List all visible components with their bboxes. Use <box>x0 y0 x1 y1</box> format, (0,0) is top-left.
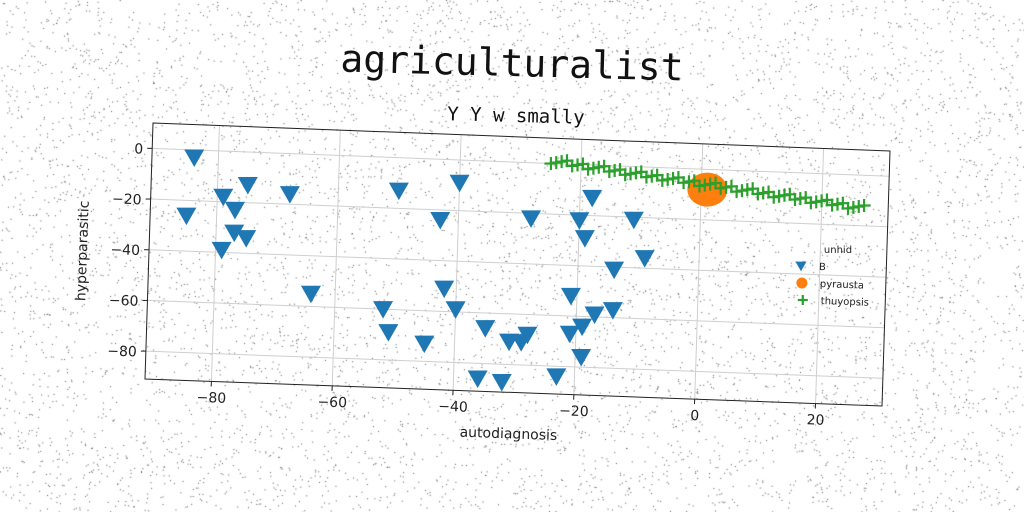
data-point-b <box>224 201 245 220</box>
x-tick-label: −40 <box>438 399 468 416</box>
x-tick-label: −60 <box>317 394 347 411</box>
y-grid-line <box>147 299 885 329</box>
y-grid-line <box>145 350 883 379</box>
data-point-b <box>559 325 580 344</box>
x-grid-line <box>331 130 341 386</box>
data-point-b <box>414 335 435 354</box>
y-tick-label: −60 <box>109 293 139 310</box>
x-grid-line <box>452 134 462 391</box>
data-point-b <box>604 261 625 280</box>
plot-area: −80 −60 −40 −20 0 20 0 −20 −40 −60 −80 <box>107 122 891 429</box>
data-point-b <box>623 211 644 230</box>
x-axis-label: autodiagnosis <box>459 425 557 444</box>
legend-label: B <box>819 262 826 273</box>
x-tick-label: −20 <box>559 403 589 420</box>
data-point-b <box>237 176 258 195</box>
x-grid-line <box>210 125 220 382</box>
legend-label: thuyopsis <box>821 296 870 309</box>
data-point-b <box>430 212 451 230</box>
data-point-b <box>449 174 470 193</box>
data-point-b <box>213 188 234 207</box>
data-point-b <box>224 224 245 243</box>
y-tick-label: −40 <box>110 242 140 259</box>
y-tick-label: −80 <box>107 343 137 360</box>
y-axis-label: hyperparasitic <box>73 200 92 301</box>
tick-labels: −80 −60 −40 −20 0 20 0 −20 −40 −60 −80 <box>107 141 825 428</box>
legend-marker-pyrausta <box>796 277 808 289</box>
x-grid-line <box>815 148 825 404</box>
data-point-b <box>582 189 603 208</box>
data-point-b <box>572 318 593 337</box>
data-marks <box>176 149 871 392</box>
y-tick-label: −20 <box>112 191 142 208</box>
data-point-b <box>378 324 399 342</box>
data-point-b <box>475 320 496 338</box>
data-point-b <box>560 287 581 306</box>
y-grid-line <box>152 147 890 177</box>
data-point-b <box>602 302 623 320</box>
data-point-thuyopsis <box>857 199 871 213</box>
data-point-b <box>569 212 590 230</box>
data-point-b <box>584 306 605 324</box>
data-point-b <box>491 373 512 392</box>
data-point-b <box>634 250 655 268</box>
x-tick-label: 20 <box>806 412 824 429</box>
data-point-b <box>546 368 567 386</box>
data-point-b <box>388 182 409 201</box>
data-point-b <box>445 301 466 319</box>
grid-lines <box>145 125 890 404</box>
data-point-b <box>373 301 394 319</box>
data-point-b <box>184 149 205 168</box>
chart-subtitle: Y Y w smally <box>447 103 585 129</box>
x-tick-label: −80 <box>196 390 226 407</box>
legend-marker-b <box>795 261 807 272</box>
y-tick-label: 0 <box>134 141 143 157</box>
legend-marker-thuyopsis <box>797 295 808 305</box>
data-point-b <box>176 207 197 226</box>
data-point-b <box>574 230 595 248</box>
legend-title: unhid <box>824 245 852 256</box>
chart-title: agriculturalist <box>340 37 684 90</box>
data-point-b <box>300 285 321 304</box>
legend-label: pyrausta <box>820 279 864 292</box>
data-point-b <box>571 349 592 367</box>
y-grid-line <box>150 198 888 228</box>
data-point-b <box>521 210 542 228</box>
data-point-b <box>236 230 257 248</box>
y-grid-line <box>149 249 887 278</box>
data-point-b <box>517 326 538 345</box>
x-tick-label: 0 <box>690 408 699 424</box>
axes-frame <box>144 122 891 407</box>
data-point-b <box>211 241 232 260</box>
data-point-b <box>467 370 488 389</box>
data-point-b <box>279 186 300 204</box>
data-point-b <box>434 280 455 299</box>
